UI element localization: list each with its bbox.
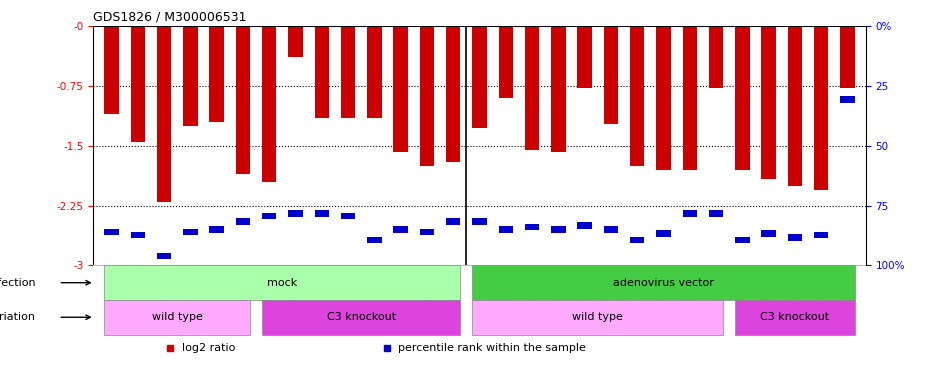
Text: GDS1826 / M300006531: GDS1826 / M300006531 bbox=[93, 11, 247, 24]
Bar bbox=[236, 26, 250, 174]
Bar bbox=[367, 237, 382, 243]
Bar bbox=[472, 266, 855, 300]
Bar bbox=[788, 234, 803, 241]
Text: adenovirus vector: adenovirus vector bbox=[613, 278, 714, 288]
Bar bbox=[762, 26, 776, 179]
Text: infection: infection bbox=[0, 278, 35, 288]
Bar bbox=[104, 26, 119, 114]
Text: mock: mock bbox=[267, 278, 298, 288]
Text: C3 knockout: C3 knockout bbox=[327, 312, 396, 322]
Bar bbox=[156, 253, 171, 259]
Bar bbox=[394, 226, 408, 233]
Bar bbox=[708, 26, 723, 88]
Bar bbox=[735, 237, 749, 243]
Bar bbox=[735, 26, 749, 170]
Bar bbox=[130, 26, 145, 142]
Bar bbox=[183, 229, 197, 235]
Bar bbox=[814, 232, 829, 238]
Text: wild type: wild type bbox=[152, 312, 203, 322]
Bar bbox=[446, 26, 461, 162]
Text: wild type: wild type bbox=[573, 312, 623, 322]
Bar bbox=[315, 210, 329, 217]
Bar bbox=[577, 222, 592, 229]
Bar bbox=[656, 230, 670, 237]
Bar bbox=[498, 226, 513, 233]
Bar bbox=[603, 226, 618, 233]
Bar bbox=[472, 300, 723, 334]
Bar bbox=[289, 210, 303, 217]
Bar bbox=[762, 230, 776, 237]
Bar bbox=[289, 26, 303, 57]
Bar bbox=[735, 300, 855, 334]
Bar bbox=[656, 26, 670, 170]
Bar bbox=[341, 26, 356, 118]
Bar bbox=[420, 229, 434, 235]
Bar bbox=[525, 224, 539, 230]
Bar bbox=[130, 232, 145, 238]
Bar bbox=[394, 26, 408, 152]
Bar bbox=[630, 26, 644, 166]
Bar bbox=[577, 26, 592, 88]
Bar bbox=[840, 26, 855, 88]
Bar bbox=[682, 210, 697, 217]
Bar bbox=[498, 26, 513, 98]
Bar bbox=[341, 213, 356, 219]
Bar bbox=[262, 26, 277, 182]
Bar bbox=[104, 229, 119, 235]
Bar bbox=[708, 210, 723, 217]
Bar bbox=[840, 96, 855, 103]
Bar bbox=[525, 26, 539, 150]
Bar bbox=[682, 26, 697, 170]
Bar bbox=[156, 26, 171, 202]
Text: C3 knockout: C3 knockout bbox=[761, 312, 830, 322]
Bar bbox=[262, 213, 277, 219]
Bar bbox=[551, 26, 565, 152]
Bar bbox=[472, 26, 487, 128]
Bar bbox=[367, 26, 382, 118]
Text: log2 ratio: log2 ratio bbox=[182, 343, 236, 352]
Bar bbox=[262, 300, 461, 334]
Bar bbox=[446, 218, 461, 225]
Text: percentile rank within the sample: percentile rank within the sample bbox=[398, 343, 587, 352]
Bar bbox=[551, 226, 565, 233]
Bar bbox=[630, 237, 644, 243]
Bar bbox=[236, 218, 250, 225]
Bar bbox=[603, 26, 618, 123]
Bar bbox=[788, 26, 803, 186]
Bar bbox=[104, 300, 250, 334]
Bar bbox=[209, 226, 223, 233]
Bar bbox=[420, 26, 434, 166]
Bar bbox=[183, 26, 197, 126]
Bar bbox=[315, 26, 329, 118]
Bar bbox=[814, 26, 829, 190]
Bar bbox=[209, 26, 223, 122]
Bar bbox=[472, 218, 487, 225]
Text: genotype/variation: genotype/variation bbox=[0, 312, 35, 322]
Bar bbox=[104, 266, 461, 300]
